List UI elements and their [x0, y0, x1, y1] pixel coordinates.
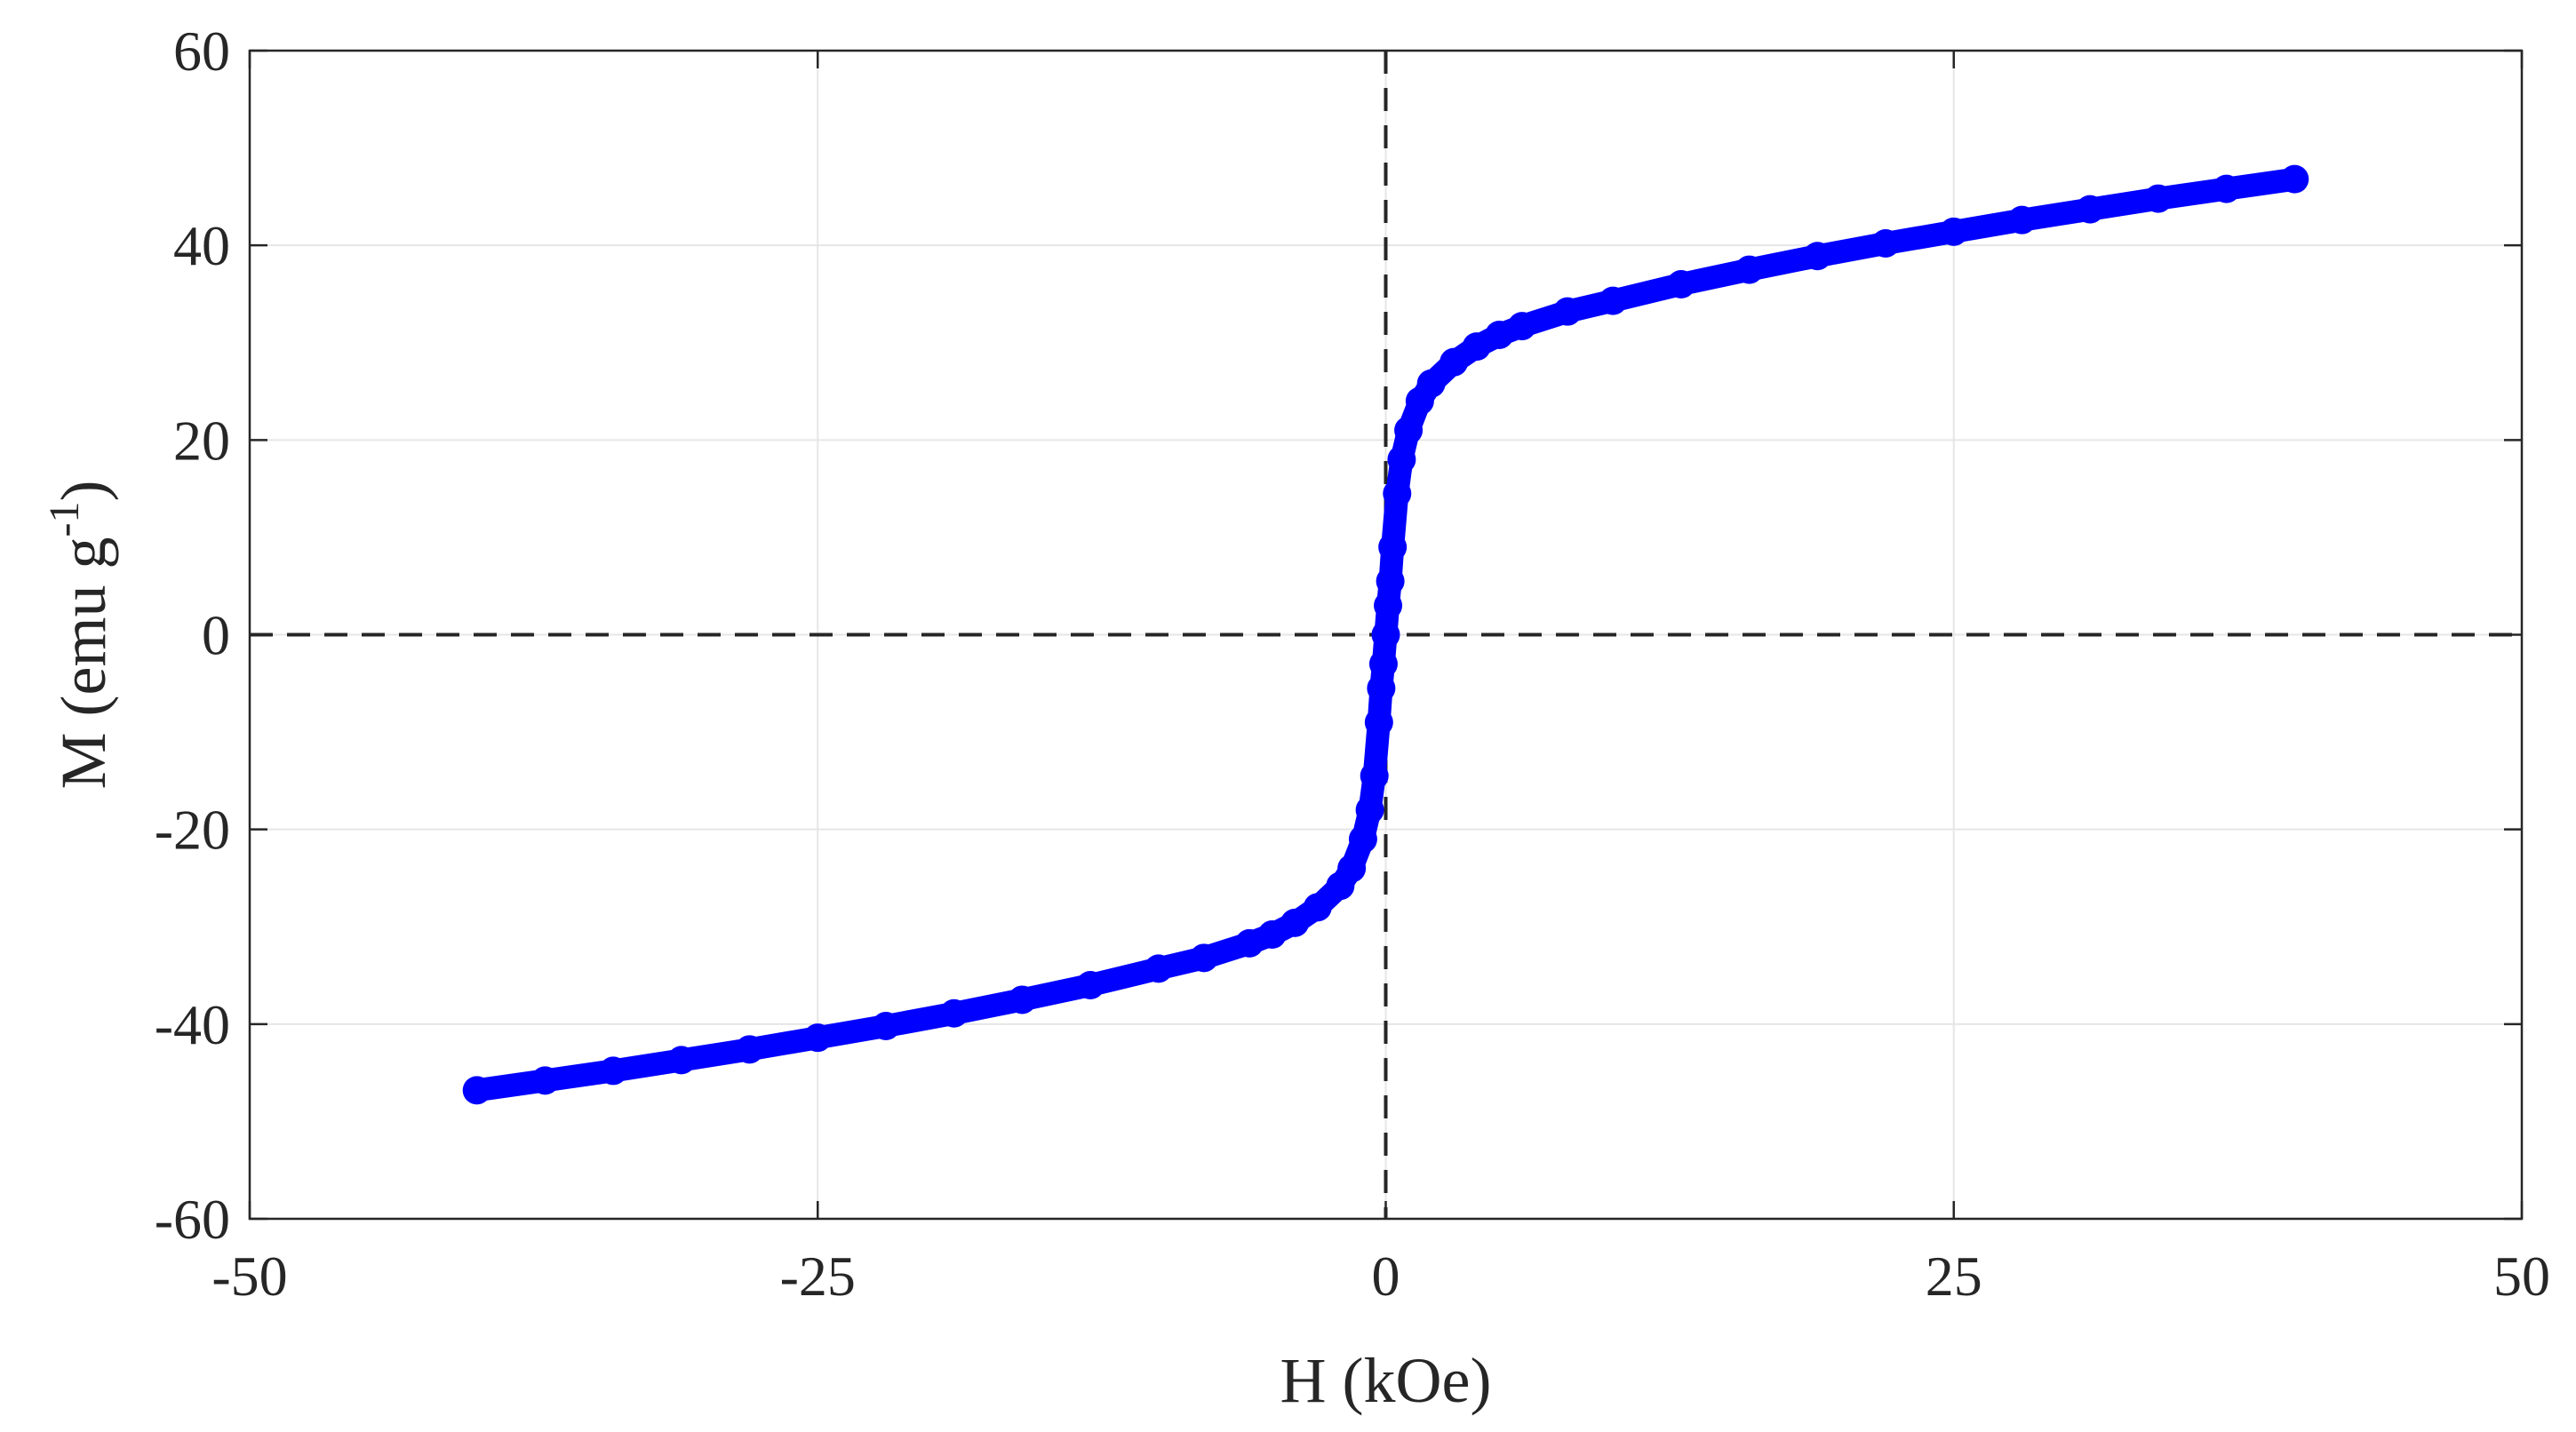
- data-point: [2280, 164, 2309, 194]
- data-point: [1280, 908, 1310, 937]
- y-tick-label: 40: [173, 214, 230, 277]
- data-point: [1378, 532, 1408, 561]
- y-tick-label: 20: [173, 409, 230, 472]
- data-point: [1871, 228, 1901, 258]
- data-point: [2212, 174, 2241, 203]
- data-point: [1368, 649, 1398, 679]
- data-point: [1440, 347, 1469, 377]
- x-tick-label: 50: [2493, 1245, 2550, 1308]
- data-point: [1383, 479, 1412, 508]
- data-point: [462, 1076, 491, 1105]
- data-point: [1485, 320, 1514, 349]
- y-axis-label: M (emu g-1): [41, 481, 119, 790]
- y-axis-label-main: M (emu g: [48, 537, 119, 790]
- data-series: [462, 164, 2309, 1105]
- data-point: [1666, 270, 1695, 298]
- data-point: [666, 1046, 696, 1075]
- data-point: [1387, 445, 1416, 474]
- data-point: [1376, 567, 1405, 596]
- data-point: [1144, 954, 1173, 983]
- data-point: [1462, 332, 1491, 362]
- data-point: [1008, 985, 1037, 1014]
- data-point: [2007, 205, 2037, 235]
- data-point: [1367, 673, 1396, 703]
- data-point: [1076, 971, 1105, 999]
- y-axis-label-superscript: -1: [41, 502, 88, 537]
- y-axis-label-close: ): [48, 481, 119, 502]
- data-point: [599, 1056, 628, 1086]
- data-point: [1553, 297, 1583, 326]
- data-point: [1735, 255, 1764, 284]
- data-point: [1371, 620, 1400, 649]
- x-tick-label: 25: [1926, 1245, 1982, 1308]
- data-point: [2143, 184, 2173, 213]
- data-point: [1348, 824, 1377, 854]
- data-point: [1360, 761, 1389, 791]
- y-tick-label: -60: [155, 1188, 230, 1251]
- x-tick-label: -25: [780, 1245, 856, 1308]
- data-point: [735, 1035, 764, 1064]
- data-point: [1374, 591, 1403, 620]
- data-point: [1939, 217, 1968, 246]
- data-point: [871, 1012, 900, 1041]
- data-point: [1416, 369, 1446, 398]
- y-tick-label: -40: [155, 993, 230, 1056]
- axis-ticks: [248, 49, 2524, 1221]
- data-point: [1803, 242, 1832, 271]
- y-tick-label: -20: [155, 799, 230, 862]
- x-tick-label: -50: [211, 1245, 287, 1308]
- data-point: [1394, 416, 1424, 445]
- data-point: [1355, 795, 1384, 824]
- data-point: [2076, 195, 2105, 224]
- data-point: [1303, 893, 1332, 922]
- data-point: [1337, 854, 1367, 883]
- data-point: [1189, 943, 1218, 973]
- data-point: [939, 998, 969, 1028]
- y-tick-label: 0: [202, 604, 230, 667]
- data-point: [1599, 286, 1628, 315]
- x-axis-label: H (kOe): [1280, 1345, 1492, 1416]
- data-point: [1235, 928, 1264, 958]
- axis-tick-labels: -50 -25 0 25 50 -60 -40 -20 0 20 40 60: [155, 20, 2550, 1308]
- data-point: [1364, 708, 1393, 737]
- data-point: [1257, 920, 1287, 950]
- data-point: [530, 1066, 560, 1095]
- data-point: [1507, 312, 1536, 341]
- x-tick-label: 0: [1372, 1245, 1400, 1308]
- y-tick-label: 60: [173, 20, 230, 83]
- data-point: [803, 1023, 833, 1053]
